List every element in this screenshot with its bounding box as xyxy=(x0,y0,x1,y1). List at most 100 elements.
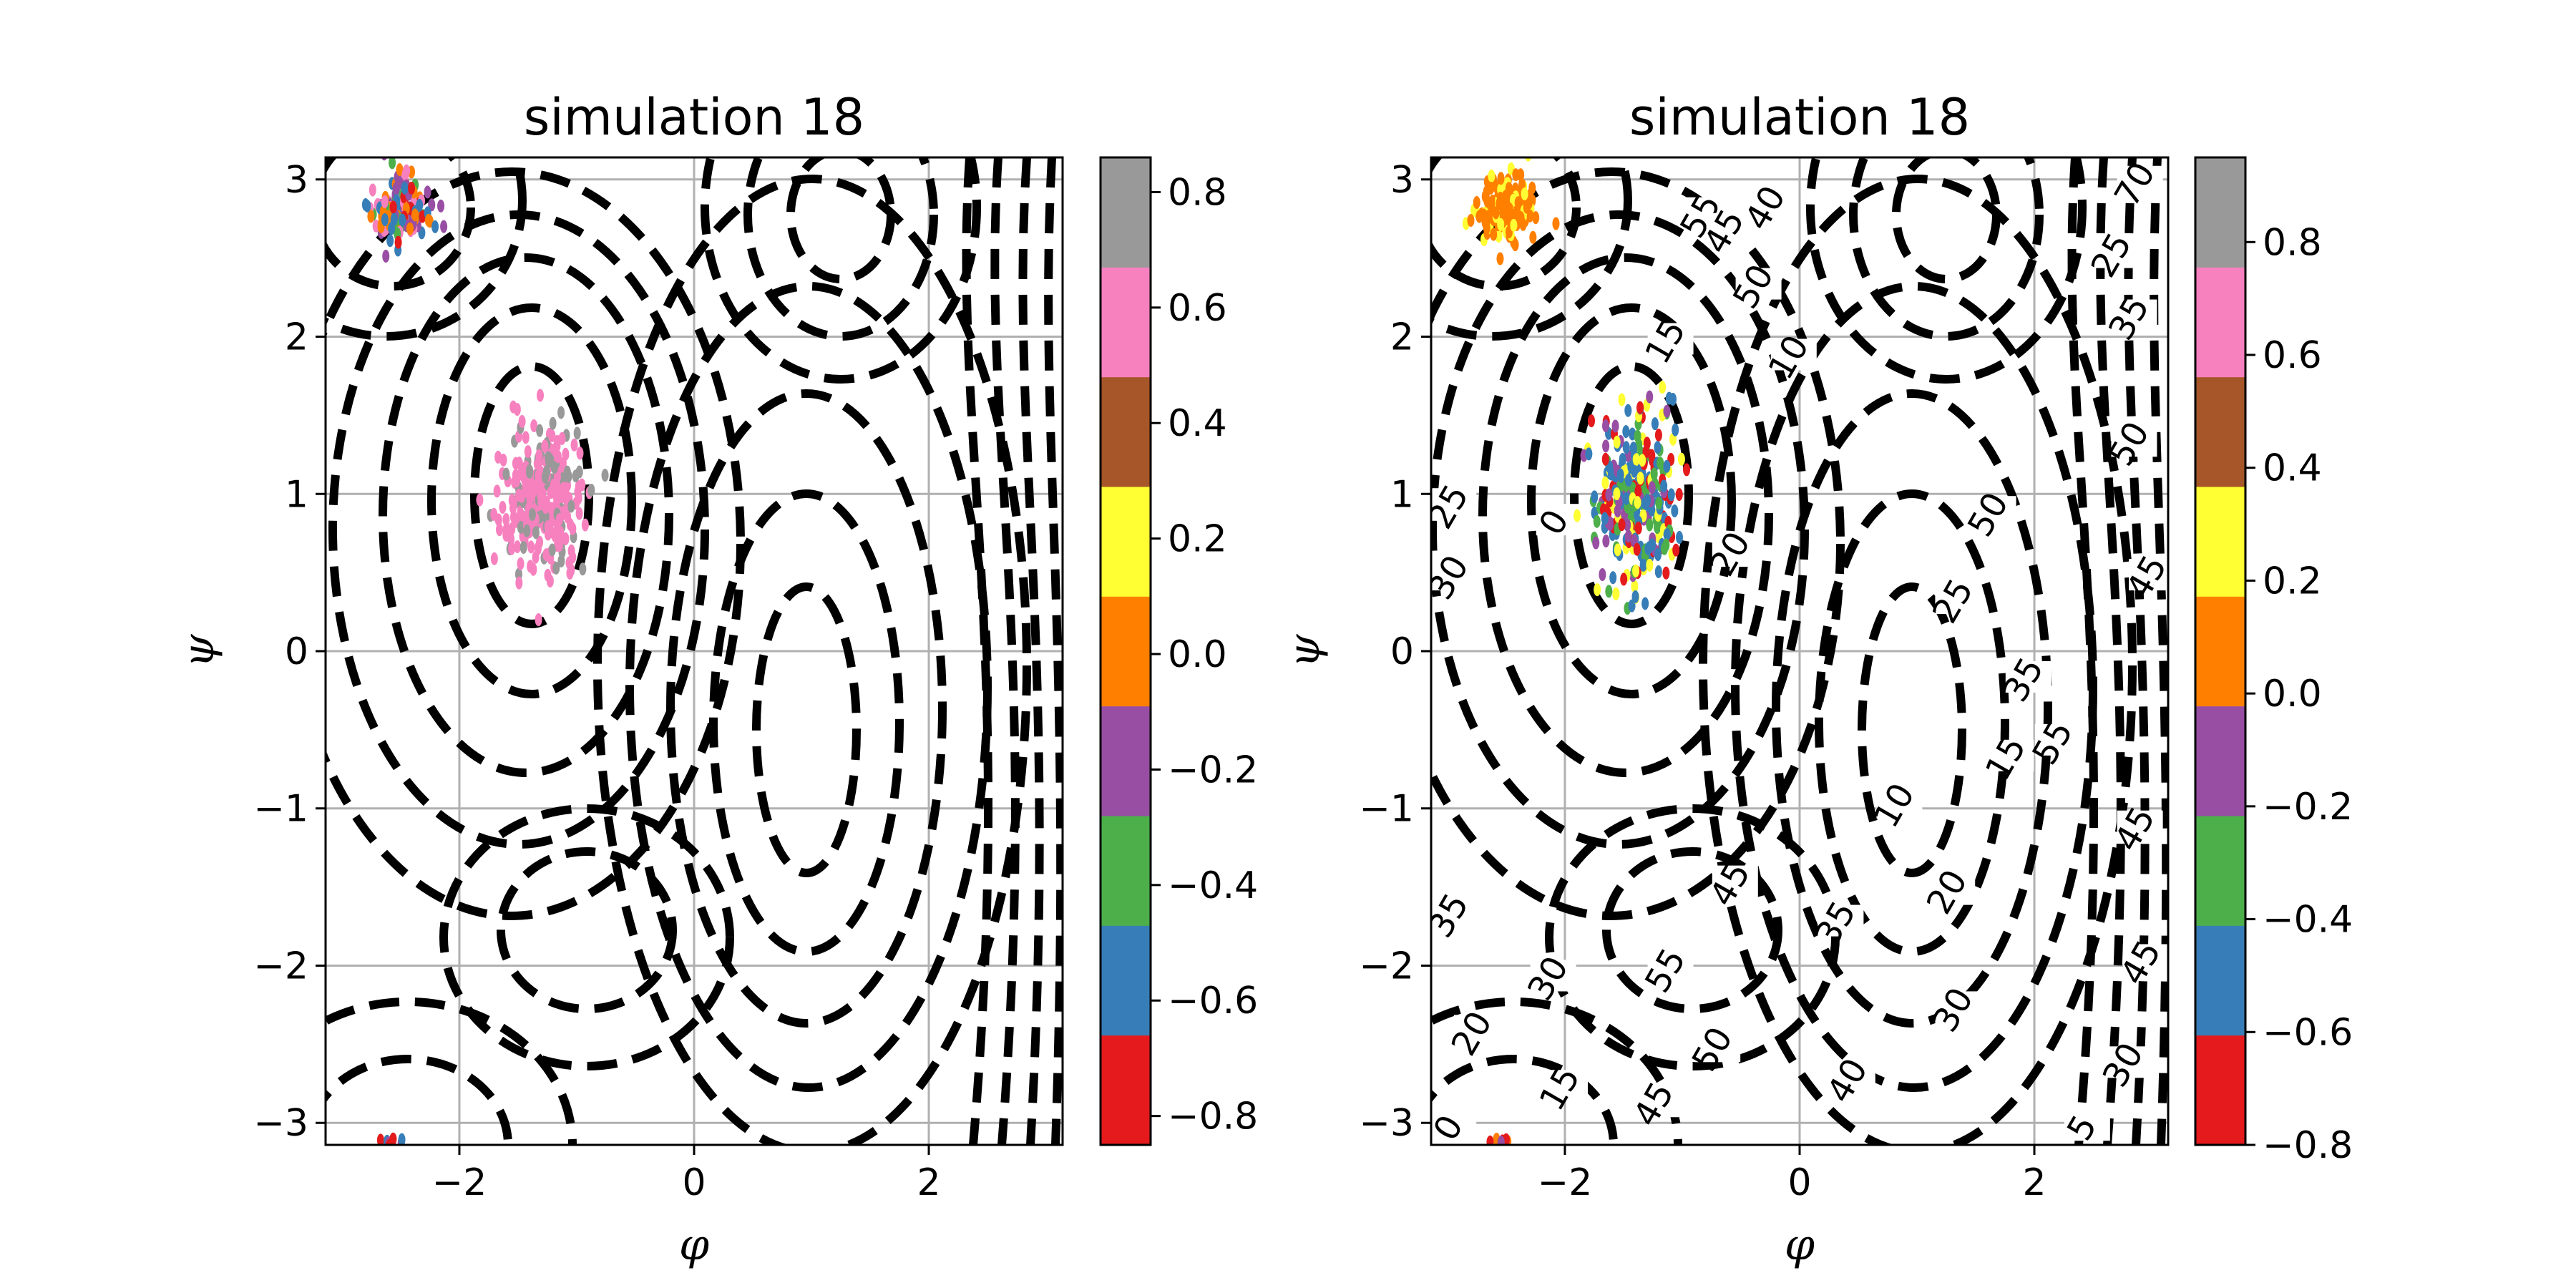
right-point-378 xyxy=(1669,393,1677,406)
right-point-487 xyxy=(1644,542,1652,555)
right-point-222 xyxy=(1588,414,1595,427)
left-xtick-label-2: 2 xyxy=(917,1161,940,1204)
right-point-382 xyxy=(1663,460,1670,473)
right-point-307 xyxy=(1683,463,1690,476)
left-point-456 xyxy=(551,461,558,474)
left-colorbar-tick-label-5: 0.2 xyxy=(1168,518,1227,561)
left-point-380 xyxy=(569,522,576,535)
left-point-382 xyxy=(527,540,535,553)
right-colorbar-tick-label-7: 0.6 xyxy=(2263,334,2322,377)
right-colorbar-segment-6 xyxy=(2195,377,2245,487)
left-point-391 xyxy=(476,494,483,507)
right-colorbar-segment-2 xyxy=(2195,816,2245,926)
right-point-440 xyxy=(1620,572,1627,585)
left-point-367 xyxy=(526,483,533,496)
left-point-458 xyxy=(551,443,558,456)
right-colorbar-tick-label-2: −0.4 xyxy=(2263,899,2353,942)
left-point-117 xyxy=(431,220,439,233)
left-point-151 xyxy=(406,223,414,235)
right-xtick-label-0: −2 xyxy=(1538,1161,1593,1204)
left-point-455 xyxy=(515,577,522,590)
right-point-338 xyxy=(1612,587,1619,600)
right-point-476 xyxy=(1655,497,1662,509)
right-point-312 xyxy=(1594,515,1601,528)
right-point-336 xyxy=(1601,477,1609,489)
left-point-303 xyxy=(537,389,544,401)
right-ytick-label-1: −2 xyxy=(1359,945,1414,987)
right-point-109 xyxy=(1497,253,1504,265)
right-point-464 xyxy=(1634,429,1641,442)
right-point-384 xyxy=(1659,381,1666,394)
left-point-452 xyxy=(540,490,547,503)
right-colorbar-tick-label-0: −0.8 xyxy=(2263,1124,2353,1167)
left-point-394 xyxy=(571,439,578,452)
right-point-453 xyxy=(1614,436,1621,449)
left-point-169 xyxy=(499,501,506,514)
left-point-60 xyxy=(382,250,389,263)
right-ytick-label-3: 0 xyxy=(1390,630,1414,673)
left-point-33 xyxy=(386,234,394,247)
left-point-417 xyxy=(569,551,576,564)
right-point-454 xyxy=(1630,441,1637,454)
left-point-418 xyxy=(567,500,575,513)
left-point-358 xyxy=(535,613,542,626)
left-point-156 xyxy=(388,222,395,235)
left-point-348 xyxy=(579,562,586,575)
right-point-246 xyxy=(1605,585,1612,597)
left-colorbar-tick-label-6: 0.4 xyxy=(1168,402,1227,445)
right-xtick-label-1: 0 xyxy=(1787,1161,1811,1204)
left-point-86 xyxy=(437,200,444,213)
right-point-385 xyxy=(1646,391,1653,404)
left-point-146 xyxy=(401,182,408,195)
left-colorbar-segment-3 xyxy=(1101,706,1151,816)
right-point-475 xyxy=(1654,548,1662,561)
left-point-330 xyxy=(500,454,507,467)
left-point-435 xyxy=(536,424,543,437)
left-colorbar-segment-0 xyxy=(1101,1035,1151,1146)
left-ytick-label-0: −3 xyxy=(253,1102,308,1145)
right-point-205 xyxy=(1676,488,1683,501)
left-point-446 xyxy=(526,466,533,479)
left-point-366 xyxy=(494,484,501,497)
right-point-361 xyxy=(1622,425,1629,438)
right-point-408 xyxy=(1641,597,1649,610)
left-colorbar-tick-label-1: −0.6 xyxy=(1168,980,1258,1023)
left-point-327 xyxy=(520,541,527,554)
right-point-162 xyxy=(1510,219,1517,232)
left-point-208 xyxy=(602,469,609,482)
right-point-254 xyxy=(1672,424,1679,436)
right-point-428 xyxy=(1636,401,1644,414)
right-point-320 xyxy=(1602,439,1609,452)
left-colorbar-segment-4 xyxy=(1101,596,1151,706)
left-point-326 xyxy=(502,468,509,481)
right-point-149 xyxy=(1498,172,1505,185)
left-point-433 xyxy=(550,417,557,430)
right-point-425 xyxy=(1613,487,1620,500)
right-point-131 xyxy=(1521,187,1528,200)
right-colorbar-tick-label-4: 0.0 xyxy=(2263,673,2322,716)
left-point-284 xyxy=(577,447,584,459)
right-ytick-label-0: −3 xyxy=(1359,1102,1414,1145)
left-colorbar-segment-6 xyxy=(1101,377,1151,487)
right-point-129 xyxy=(1532,211,1539,224)
right-point-443 xyxy=(1574,509,1581,522)
right-point-327 xyxy=(1612,420,1619,433)
left-point-137 xyxy=(401,168,409,181)
left-colorbar-tick-label-0: −0.8 xyxy=(1168,1096,1258,1138)
right-colorbar-tick-label-3: −0.2 xyxy=(2263,786,2353,829)
right-point-488 xyxy=(1649,481,1656,494)
left-point-244 xyxy=(491,552,498,565)
right-ylabel: ψ xyxy=(1279,634,1330,668)
right-point-421 xyxy=(1632,565,1639,577)
left-colorbar-segment-1 xyxy=(1101,925,1151,1035)
right-point-169 xyxy=(1499,206,1506,219)
right-colorbar-tick-label-5: 0.2 xyxy=(2263,560,2322,602)
left-ytick-label-4: 1 xyxy=(285,473,308,516)
left-xtick-label-0: −2 xyxy=(432,1161,487,1204)
left-point-159 xyxy=(411,208,419,221)
right-point-260 xyxy=(1592,537,1599,550)
left-colorbar-tick-label-4: 0.0 xyxy=(1168,633,1227,676)
right-point-334 xyxy=(1640,559,1647,572)
right-panel-title: simulation 18 xyxy=(1629,88,1970,147)
right-xtick-label-2: 2 xyxy=(2022,1161,2046,1204)
